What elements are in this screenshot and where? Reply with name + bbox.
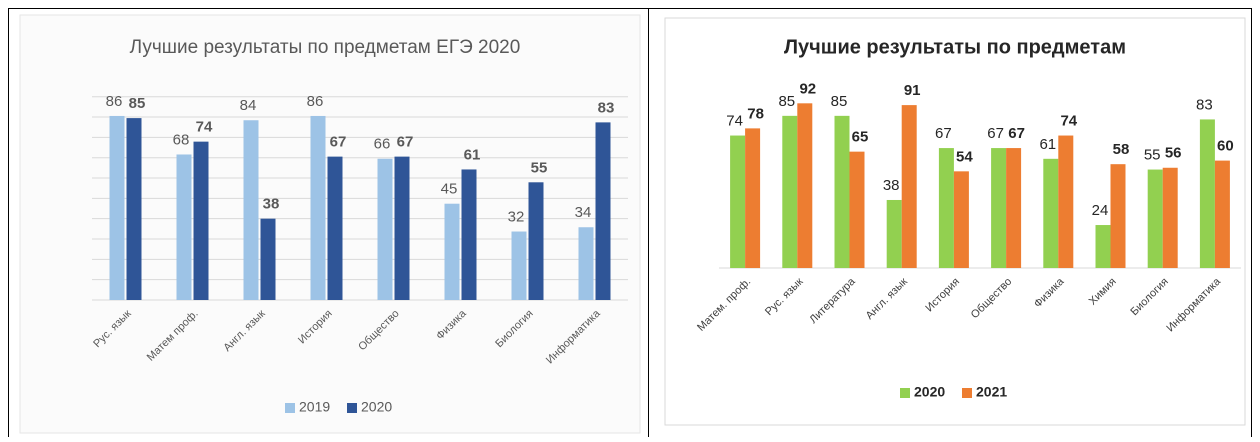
value-label: 38 xyxy=(263,196,280,213)
bar xyxy=(126,118,142,300)
value-label: 60 xyxy=(1217,138,1234,155)
value-label: 34 xyxy=(575,204,592,221)
value-label: 61 xyxy=(1039,136,1056,153)
value-label: 56 xyxy=(1165,145,1182,162)
bar xyxy=(377,158,393,300)
bar xyxy=(1043,158,1059,268)
value-label: 24 xyxy=(1092,202,1109,219)
legend-swatch xyxy=(285,403,295,413)
legend-swatch xyxy=(962,388,972,398)
bar xyxy=(528,182,544,300)
bar xyxy=(834,115,850,268)
legend-label: 2020 xyxy=(914,384,945,400)
chart-title: Лучшие результаты по предметам ЕГЭ 2020 xyxy=(130,37,521,58)
legend-label: 2020 xyxy=(361,399,392,415)
value-label: 83 xyxy=(1196,96,1213,113)
bar xyxy=(730,135,746,268)
legend-swatch xyxy=(900,388,910,398)
value-label: 38 xyxy=(883,177,900,194)
bar xyxy=(745,128,761,268)
bar xyxy=(953,171,969,268)
bar xyxy=(1147,169,1163,268)
bar xyxy=(595,122,611,300)
bar xyxy=(1199,119,1215,269)
value-label: 54 xyxy=(956,148,973,165)
bar xyxy=(1095,225,1111,268)
bar xyxy=(1110,164,1126,268)
value-label: 67 xyxy=(987,125,1004,142)
bar xyxy=(176,154,192,300)
value-label: 65 xyxy=(852,129,869,146)
value-label: 74 xyxy=(1060,113,1077,130)
bar xyxy=(991,148,1007,268)
value-label: 68 xyxy=(173,131,190,148)
value-label: 67 xyxy=(1008,125,1025,142)
bar xyxy=(310,115,326,301)
value-label: 67 xyxy=(397,134,414,151)
value-label: 83 xyxy=(598,99,615,116)
bar xyxy=(782,115,798,268)
legend-label: 2019 xyxy=(299,399,330,415)
value-label: 66 xyxy=(374,136,391,153)
value-label: 45 xyxy=(441,181,458,198)
bar xyxy=(938,148,954,268)
value-label: 78 xyxy=(747,105,764,122)
bar xyxy=(444,203,460,300)
bar xyxy=(797,103,813,268)
bar xyxy=(327,156,343,300)
value-label: 67 xyxy=(935,125,952,142)
value-label: 91 xyxy=(904,82,921,99)
bar xyxy=(578,227,594,300)
bar xyxy=(1162,167,1178,268)
table-border xyxy=(8,8,1252,442)
value-label: 58 xyxy=(1113,141,1130,158)
bar xyxy=(260,218,276,300)
bar xyxy=(394,156,410,300)
bar xyxy=(193,141,209,300)
bar xyxy=(1214,160,1230,268)
bar xyxy=(886,199,902,268)
value-label: 86 xyxy=(307,93,324,110)
value-label: 55 xyxy=(531,159,548,176)
bar xyxy=(243,120,259,301)
chart-title: Лучшие результаты по предметам xyxy=(784,36,1126,58)
bar xyxy=(511,231,527,300)
value-label: 84 xyxy=(240,97,257,114)
bar xyxy=(109,115,125,301)
bar xyxy=(461,169,477,300)
value-label: 74 xyxy=(196,119,213,136)
value-label: 85 xyxy=(778,93,795,110)
value-label: 85 xyxy=(129,95,146,112)
legend-swatch xyxy=(347,403,357,413)
legend-label: 2021 xyxy=(976,384,1007,400)
value-label: 74 xyxy=(726,113,743,130)
bar xyxy=(1058,135,1074,268)
bar xyxy=(1006,148,1022,268)
value-label: 32 xyxy=(508,208,525,225)
value-label: 61 xyxy=(464,146,481,163)
value-label: 55 xyxy=(1144,147,1161,164)
value-label: 85 xyxy=(831,93,848,110)
value-label: 86 xyxy=(106,93,123,110)
value-label: 67 xyxy=(330,134,347,151)
value-label: 92 xyxy=(799,80,816,97)
bar xyxy=(901,105,917,268)
bar xyxy=(849,151,865,268)
